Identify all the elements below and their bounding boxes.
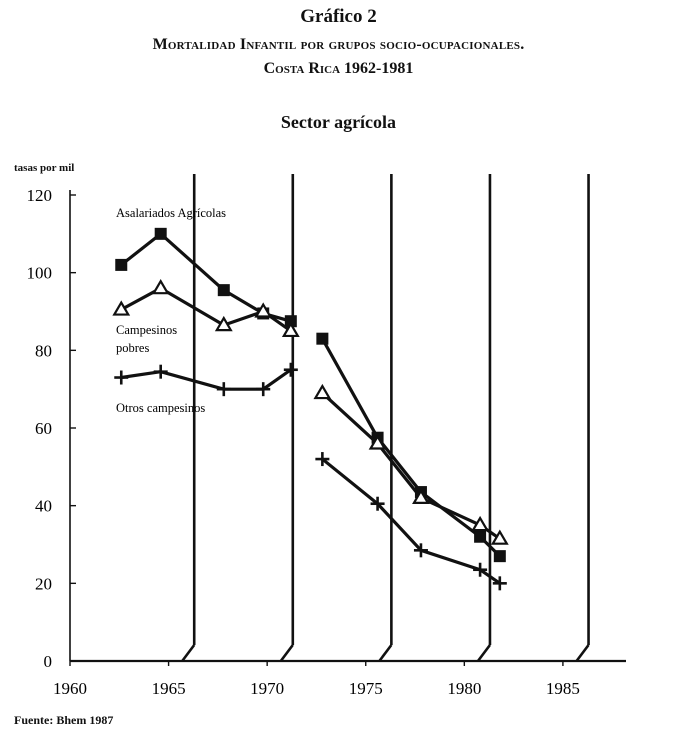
series-label-campesinos-2: pobres (116, 341, 149, 355)
data-point-square (474, 530, 487, 543)
series-2 (114, 362, 507, 591)
x-tick-label: 1965 (152, 679, 186, 698)
data-point-triangle (214, 315, 233, 332)
chart-subtitle-line1: Mortalidad Infantil por grupos socio-ocu… (152, 36, 525, 53)
series-label-asalariados: Asalariados Agrícolas (116, 206, 226, 220)
vertical-bar-foot-4 (575, 644, 590, 662)
x-tick-label: 1970 (250, 679, 284, 698)
vertical-bar-foot-3 (476, 644, 491, 662)
series-line-1-1 (321, 391, 501, 540)
y-tick-label: 60 (35, 419, 52, 438)
vertical-bar-foot-0 (181, 644, 196, 662)
series-1 (112, 279, 509, 545)
data-point-square (316, 332, 329, 345)
x-tick-label: 1985 (546, 679, 580, 698)
vertical-bars (181, 174, 590, 662)
y-tick-label: 80 (35, 341, 52, 360)
chart-subtitle-line2: Costa Rica 1962-1981 (263, 60, 414, 77)
source-note: Fuente: Bhem 1987 (14, 713, 114, 727)
data-point-square (217, 284, 230, 297)
series-label-otros: Otros campesinos (116, 401, 205, 415)
series-labels: Asalariados Agrícolas Campesinos pobres Otr… (116, 206, 226, 415)
data-point-triangle (313, 383, 332, 400)
data-point-triangle (412, 488, 430, 504)
series-group (112, 227, 509, 591)
x-tick-label: 1980 (447, 679, 481, 698)
y-tick-label: 40 (35, 497, 52, 516)
y-tick-label: 20 (35, 574, 52, 593)
vertical-bar-foot-1 (279, 644, 294, 662)
y-tick-label: 0 (44, 652, 53, 671)
data-point-square (154, 227, 167, 240)
data-point-triangle (254, 302, 273, 318)
panel-title: Sector agrícola (280, 112, 397, 132)
data-point-triangle (281, 321, 300, 338)
data-point-triangle (471, 515, 490, 532)
y-axis-label: tasas por mil (14, 162, 75, 174)
y-tick-label: 120 (27, 186, 53, 205)
series-0 (115, 227, 506, 563)
series-line-2-0 (121, 368, 292, 391)
x-tick-label: 1960 (53, 679, 87, 698)
x-tick-label: 1975 (349, 679, 383, 698)
data-point-square (493, 550, 506, 563)
chart-title: Gráfico 2 (300, 6, 377, 27)
vertical-bar-foot-2 (378, 644, 393, 662)
data-point-triangle (368, 434, 387, 450)
axes: 0 20 40 60 80 100 120 1960 1965 1970 1975 1980 1985 (27, 186, 626, 698)
data-point-triangle (490, 529, 509, 545)
data-point-triangle (112, 300, 131, 316)
series-label-campesinos-1: Campesinos (116, 323, 177, 337)
data-point-square (284, 315, 297, 328)
y-tick-label: 100 (27, 264, 53, 283)
data-point-square (115, 258, 128, 271)
data-point-triangle (151, 279, 170, 295)
